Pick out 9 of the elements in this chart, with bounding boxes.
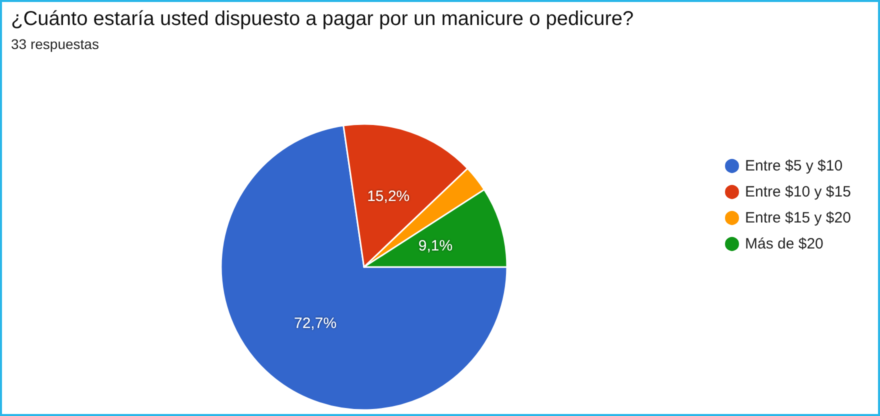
text: 33 respuestas [11, 36, 99, 52]
legend-label: Entre $10 y $15 [745, 184, 851, 200]
data-label: 9,1% [418, 237, 453, 254]
data-label: 72,7% [294, 314, 337, 332]
chart-title: ¿Cuánto estaría usted dispuesto a pagar por un manicure o pedicure? [11, 8, 634, 30]
legend-label: Entre $5 y $10 [745, 158, 843, 174]
data-label: 15,2% [367, 188, 410, 206]
legend-label: Más de $20 [745, 236, 824, 252]
legend-label: Entre $15 y $20 [745, 210, 851, 226]
